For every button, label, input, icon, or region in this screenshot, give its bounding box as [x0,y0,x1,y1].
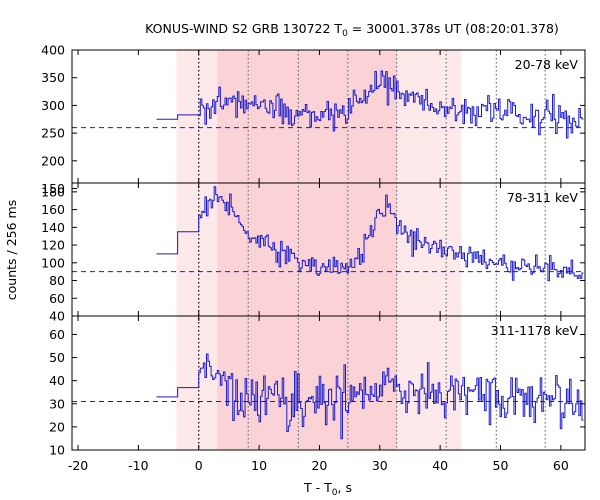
y-tick-label: 80 [49,273,65,288]
y-tick-label: 140 [41,220,65,235]
energy-band-label: 20-78 keV [515,57,579,72]
chart-title: KONUS-WIND S2 GRB 130722 T0 = 30001.378s… [145,21,559,39]
x-tick-label: -10 [128,458,148,473]
y-tick-label: 150 [41,181,65,196]
x-tick-label: 0 [195,458,203,473]
x-tick-label: 50 [493,458,509,473]
y-tick-label: 160 [41,202,65,217]
energy-band-label: 78-311 keV [507,190,579,205]
x-tick-label: 10 [251,458,267,473]
light-curve-series [156,186,584,282]
chart-title-subscript: 0 [342,29,348,39]
x-tick-label: 40 [432,458,448,473]
panel-frame-bottom [71,315,586,451]
y-tick-label: 40 [49,309,65,324]
x-axis-label-subscript: 0 [332,488,338,498]
x-tick-label: 20 [311,458,327,473]
y-tick-label: 60 [49,327,65,342]
panels: 20-78 keV 150 200 250 300 350 400 78-311 keV 40 6… [41,43,585,458]
panel-0: 20-78 keV 150 200 250 300 350 400 [41,43,585,196]
x-tick-label: 30 [372,458,388,473]
y-tick-label: 300 [41,98,65,113]
y-tick-label: 250 [41,126,65,141]
energy-band-label: 311-1178 keV [491,323,579,338]
x-axis-label-main: T - T [303,480,332,495]
x-axis-label: T - T0, s [303,480,352,498]
x-tick-label: -20 [68,458,88,473]
chart-title-rest: = 30001.378s UT (08:20:01.378) [348,21,559,36]
panel-2: 311-1178 keV 10 20 30 40 50 60 [49,323,585,458]
y-tick-label: 200 [41,153,65,168]
y-tick-label: 120 [41,238,65,253]
y-tick-label: 100 [41,255,65,270]
y-tick-label: 400 [41,43,65,58]
x-tick-label: 60 [553,458,569,473]
y-tick-label: 50 [49,350,65,365]
x-axis-label-rest: , s [338,480,352,495]
y-tick-label: 350 [41,70,65,85]
y-tick-label: 30 [49,396,65,411]
panel-frames [71,49,586,451]
y-tick-label: 20 [49,419,65,434]
chart-title-main: KONUS-WIND S2 GRB 130722 T [145,21,342,36]
y-tick-label: 40 [49,373,65,388]
x-axis-ticks: -20 -10 0 10 20 30 40 50 60 [68,50,569,473]
light-curve-series [156,353,584,440]
light-curve-series [156,70,584,139]
y-tick-label: 10 [49,443,65,458]
y-tick-label: 180 [41,184,65,199]
vertical-markers [198,50,546,450]
highlight-region-1 [217,50,397,450]
y-axis-label: counts / 256 ms [4,200,19,300]
panel-1: 78-311 keV 40 60 80 100 120 140 160 180 [41,184,585,324]
y-tick-label: 60 [49,291,65,306]
